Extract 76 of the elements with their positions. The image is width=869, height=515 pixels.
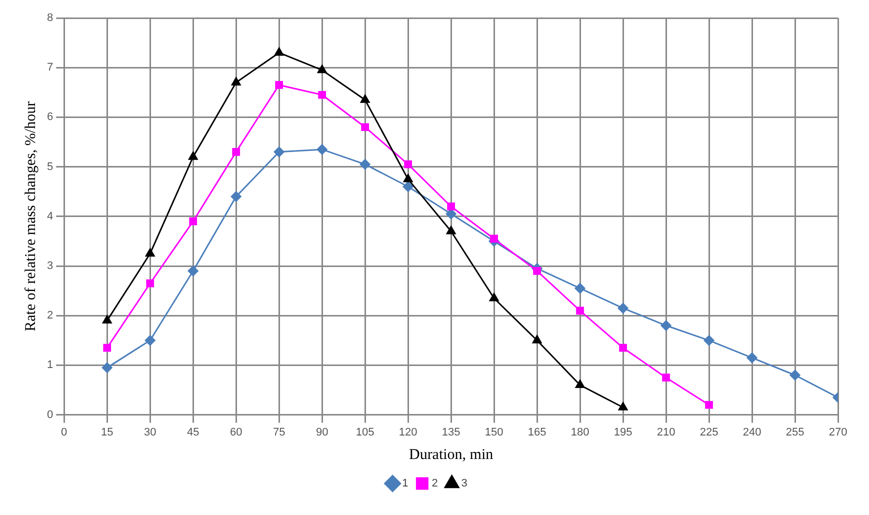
x-tick-label: 120 [398, 426, 418, 438]
point [705, 400, 713, 409]
point [361, 123, 370, 132]
x-tick-label: 0 [61, 426, 68, 438]
point [231, 77, 241, 86]
point [144, 335, 156, 346]
y-tick-label: 2 [46, 310, 54, 322]
point [360, 159, 370, 170]
y-tick-label: 3 [46, 260, 54, 272]
point [275, 81, 284, 89]
x-tick-label: 135 [442, 426, 460, 438]
y-tick-label: 5 [46, 160, 54, 173]
point [274, 146, 284, 158]
x-axis-title: Duration, min [408, 446, 494, 463]
y-tick-label: 8 [46, 12, 54, 24]
x-tick-label: 90 [316, 426, 328, 438]
x-tick-label: 210 [656, 426, 676, 438]
point [360, 94, 370, 103]
point [274, 47, 284, 56]
point [746, 352, 758, 364]
point [532, 335, 542, 344]
point [704, 335, 714, 346]
y-tick-label: 4 [46, 210, 54, 222]
point [446, 226, 456, 234]
point [316, 144, 328, 155]
point [317, 64, 327, 74]
point [402, 181, 414, 192]
point [404, 160, 412, 168]
point [576, 306, 584, 315]
x-tick-label: 105 [356, 426, 374, 438]
point [790, 370, 800, 380]
y-axis-title: Rate of relative mass changes, %/hour [22, 101, 39, 332]
x-tick-label: 180 [570, 426, 590, 438]
x-tick-label: 30 [144, 426, 156, 438]
x-tick-label: 255 [786, 426, 804, 438]
x-tick-label: 240 [742, 426, 762, 438]
point [318, 90, 326, 99]
y-tick-label: 0 [46, 408, 54, 421]
point [230, 191, 242, 202]
x-tick-label: 150 [484, 426, 504, 438]
point [619, 344, 627, 352]
point [575, 380, 585, 388]
y-tick-label: 7 [46, 62, 54, 74]
x-tick-label: 165 [528, 426, 546, 438]
point [447, 202, 455, 210]
point [189, 217, 198, 226]
legend-label: 1 [402, 478, 408, 490]
x-tick-label: 75 [272, 426, 286, 438]
legend-label: 3 [461, 478, 468, 490]
point [660, 320, 672, 331]
point [574, 283, 586, 294]
x-tick-label: 45 [186, 426, 200, 438]
point [533, 267, 541, 275]
point [489, 292, 499, 302]
point [403, 174, 413, 182]
x-tick-label: 195 [614, 426, 632, 438]
y-tick-label: 1 [46, 359, 54, 372]
y-tick-label: 6 [46, 111, 54, 124]
point [102, 315, 112, 324]
point [145, 248, 155, 257]
point [490, 234, 498, 243]
point [662, 374, 670, 382]
point [188, 266, 198, 276]
point [103, 344, 112, 352]
point [618, 402, 628, 410]
x-tick-label: 270 [828, 426, 848, 438]
legend-label: 2 [432, 478, 438, 490]
point [232, 148, 240, 156]
x-tick-label: 15 [100, 426, 114, 438]
point [146, 279, 154, 288]
point [618, 302, 628, 314]
point [102, 362, 112, 373]
point [446, 208, 456, 220]
point [188, 152, 198, 160]
x-tick-label: 225 [700, 426, 718, 438]
x-tick-label: 60 [230, 426, 242, 438]
